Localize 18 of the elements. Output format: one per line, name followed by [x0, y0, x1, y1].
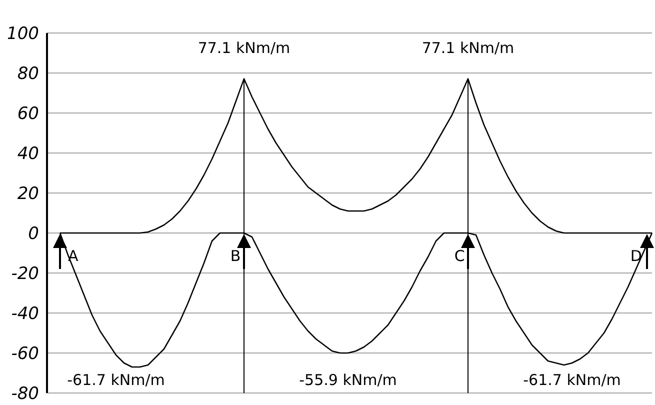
y-tick-label: 20 — [17, 184, 39, 204]
y-tick-label: 60 — [17, 104, 39, 124]
y-tick-label: -40 — [11, 304, 39, 324]
annotation: 77.1 kNm/m — [198, 39, 290, 57]
annotation: -61.7 kNm/m — [523, 371, 621, 389]
annotation: A — [68, 247, 79, 265]
annotation: C — [454, 247, 465, 265]
y-tick-label: 40 — [17, 144, 39, 164]
y-tick-label: -20 — [11, 264, 39, 284]
y-tick-label: -60 — [11, 344, 39, 364]
y-tick-label: -80 — [11, 384, 39, 404]
annotation: 77.1 kNm/m — [422, 39, 514, 57]
y-tick-label: 80 — [17, 64, 39, 84]
annotation: -55.9 kNm/m — [299, 371, 397, 389]
annotation: D — [630, 247, 642, 265]
annotation: B — [230, 247, 241, 265]
y-tick-label: 0 — [28, 224, 39, 244]
annotation: -61.7 kNm/m — [67, 371, 165, 389]
